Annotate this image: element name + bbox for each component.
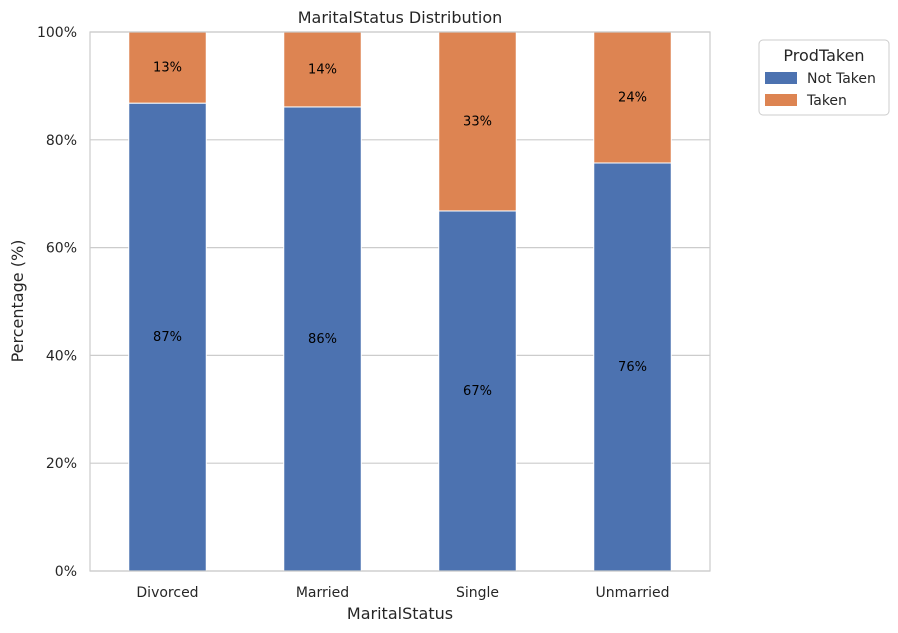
x-tick-labels: Divorced Married Single Unmarried xyxy=(136,585,669,601)
chart-title: MaritalStatus Distribution xyxy=(298,8,503,27)
plot-frame xyxy=(89,31,711,572)
bar-segment xyxy=(438,31,517,212)
y-tick-label: 60% xyxy=(46,241,77,257)
bar-value-label: 86% xyxy=(308,332,337,347)
legend: ProdTaken Not Taken Taken xyxy=(758,39,890,116)
bar-value-label: 76% xyxy=(618,360,647,375)
bar-value-label: 33% xyxy=(463,114,492,129)
y-tick-label: 80% xyxy=(46,133,77,149)
bar-labels: 87% 13% 86% 14% 67% 33% 76% 24% xyxy=(153,61,647,399)
bar-value-label: 14% xyxy=(308,62,337,77)
y-tick-label: 20% xyxy=(46,456,77,472)
x-axis-title: MaritalStatus xyxy=(347,604,453,623)
y-axis-title: Percentage (%) xyxy=(8,240,27,363)
bar-segment xyxy=(593,162,672,572)
legend-items: Not Taken Taken xyxy=(765,71,876,109)
y-tick-labels: 0% 20% 40% 60% 80% 100% xyxy=(37,25,77,580)
legend-label: Not Taken xyxy=(807,71,876,87)
y-tick-label: 100% xyxy=(37,25,77,41)
y-tick-label: 40% xyxy=(46,348,77,364)
y-tick-label: 0% xyxy=(55,564,77,580)
bar-value-label: 24% xyxy=(618,90,647,105)
bar-value-label: 13% xyxy=(153,61,182,76)
x-tick-label: Married xyxy=(296,585,349,601)
bar-segment xyxy=(128,102,207,572)
x-tick-label: Divorced xyxy=(136,585,198,601)
legend-label: Taken xyxy=(806,93,847,109)
x-tick-label: Single xyxy=(456,585,499,601)
bar-value-label: 67% xyxy=(463,384,492,399)
legend-swatch xyxy=(765,94,797,106)
bar-segment xyxy=(438,210,517,572)
bars xyxy=(128,31,672,572)
bar-value-label: 87% xyxy=(153,330,182,345)
plot-area: 87% 13% 86% 14% 67% 33% 76% 24% xyxy=(89,31,711,572)
x-tick-label: Unmarried xyxy=(596,585,670,601)
legend-swatch xyxy=(765,72,797,84)
bar-segment xyxy=(593,31,672,164)
legend-title: ProdTaken xyxy=(783,46,864,65)
